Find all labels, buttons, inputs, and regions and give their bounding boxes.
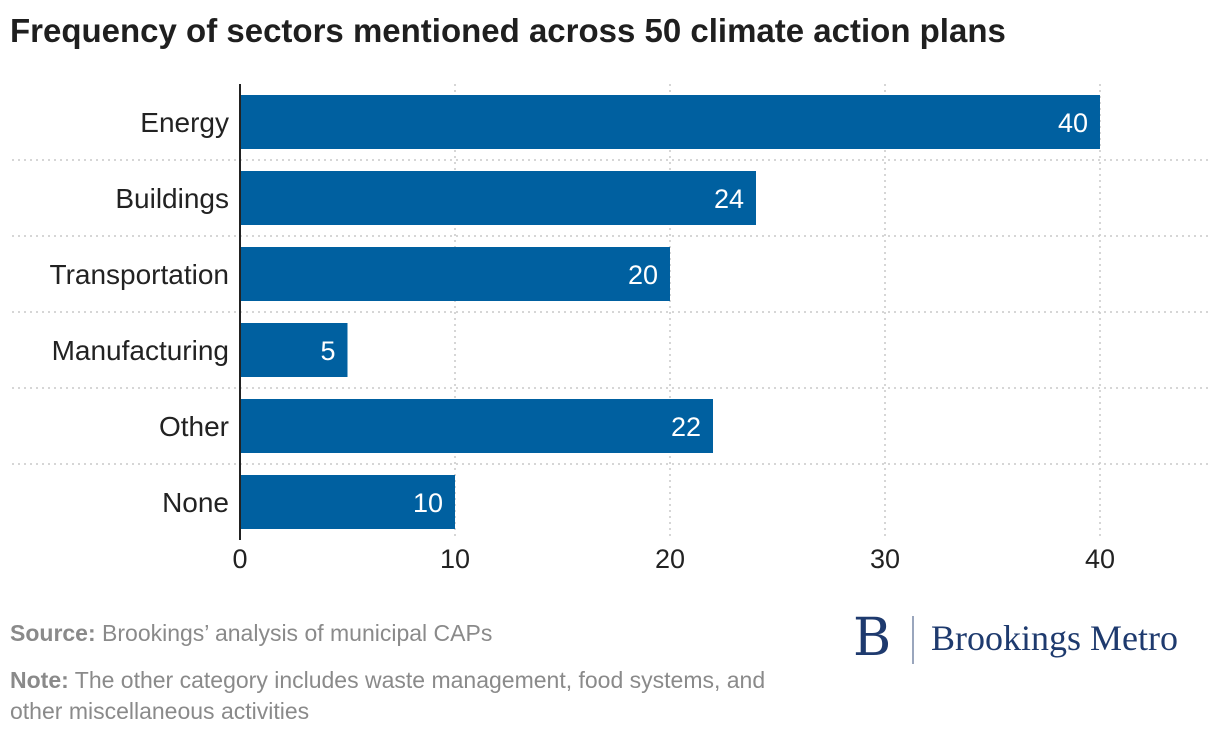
x-tick-label: 20: [655, 544, 685, 574]
bar-chart: Energy 40 Buildings 24 Transportation 20 Manuf…: [12, 84, 1208, 574]
category-label: Other: [159, 411, 229, 442]
source-line: Source: Brookings’ analysis of municipal…: [10, 618, 790, 649]
bar: [240, 323, 348, 377]
category-label: Transportation: [50, 259, 230, 290]
source-text: Brookings’ analysis of municipal CAPs: [102, 620, 493, 646]
note-text: The other category includes waste manage…: [10, 667, 766, 724]
x-tick-label: 40: [1085, 544, 1115, 574]
chart-title: Frequency of sectors mentioned across 50…: [10, 12, 1006, 49]
value-label: 40: [1058, 108, 1088, 138]
logo-text: Brookings Metro: [931, 618, 1178, 658]
category-label: Buildings: [115, 183, 229, 214]
x-tick-label: 10: [440, 544, 470, 574]
bars: [240, 95, 1100, 529]
value-label: 24: [714, 184, 744, 214]
labels: Energy 40 Buildings 24 Transportation 20 Manuf…: [50, 84, 1115, 574]
logo-mark: B: [853, 608, 892, 668]
bar: [240, 399, 713, 453]
value-label: 10: [413, 488, 443, 518]
value-label: 5: [320, 336, 335, 366]
chart-footer: Source: Brookings’ analysis of municipal…: [10, 618, 790, 727]
x-tick-label: 0: [232, 544, 247, 574]
note-line: Note: The other category includes waste …: [10, 665, 790, 727]
x-tick-label: 30: [870, 544, 900, 574]
note-label: Note:: [10, 667, 69, 693]
category-label: Energy: [140, 107, 229, 138]
bar: [240, 95, 1100, 149]
category-label: Manufacturing: [52, 335, 229, 366]
bar: [240, 475, 455, 529]
logo-divider: [912, 616, 914, 664]
source-label: Source:: [10, 620, 96, 646]
grid-lines: [12, 84, 1208, 540]
category-label: None: [162, 487, 229, 518]
value-label: 22: [671, 412, 701, 442]
value-label: 20: [628, 260, 658, 290]
bar: [240, 171, 756, 225]
bar: [240, 247, 670, 301]
